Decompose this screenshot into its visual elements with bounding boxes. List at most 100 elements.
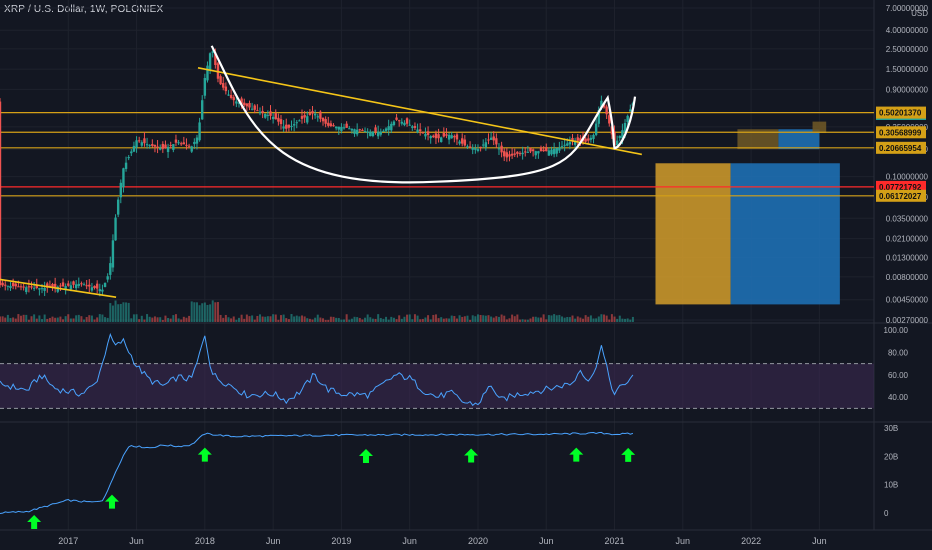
volume-bar [466,315,469,322]
volume-bar [172,315,175,322]
candle-body [418,129,422,132]
candle-body [116,199,120,215]
candle-body [482,144,485,146]
candle-body [471,147,474,150]
price-label: 0.30568999 [879,128,922,137]
volume-bar [269,316,272,322]
volume-bars [0,300,634,322]
volume-bar [211,300,214,322]
volume-bar [539,317,542,322]
volume-bar [621,318,624,322]
volume-bar [411,319,414,322]
volume-bar [164,315,167,322]
candle-body [148,145,151,147]
volume-bar [385,316,388,322]
volume-bar [574,318,577,322]
volume-bar [43,314,46,322]
projection-box [655,163,731,305]
volume-bar [395,319,398,322]
volume-bar [595,318,598,322]
time-tick-label: 2018 [195,536,215,546]
volume-bar [177,318,180,322]
volume-bar [104,317,107,322]
volume-bar [80,316,83,322]
rsi-tick-label: 60.00 [888,371,909,380]
candle-body [400,121,404,124]
price-tick-label: 2.50000000 [886,45,929,54]
volume-bar [280,315,283,322]
candle-body [61,282,65,287]
volume-bar [419,319,422,322]
candle-body [177,142,180,144]
candle-body [106,276,109,280]
candle-body [474,148,477,150]
candle-body [103,282,107,287]
volume-bar [190,301,193,322]
candle-body [161,143,165,149]
volume-bar [603,314,606,322]
volume-bar [340,319,343,322]
candle-body [114,217,117,241]
volume-bar [442,318,445,322]
candle-body [51,283,54,288]
candle-body [85,285,88,287]
candle-body [93,285,96,289]
volume-bar [479,314,482,322]
volume-bar [248,316,251,322]
candle-body [295,122,298,124]
candle-body [169,144,172,146]
volume-bar [69,318,72,322]
volume-bar [51,316,54,322]
volume-bar [130,318,133,322]
candle-body [539,147,543,152]
volume-bar [555,315,558,322]
price-tick-label: 0.01300000 [886,254,929,263]
price-tick-label: 0.02100000 [886,235,929,244]
volume-bar [500,314,503,322]
candle-body [382,130,385,132]
candle-body [198,122,201,141]
price-label: 0.50201370 [879,109,922,118]
price-tick-label: 7.00000000 [886,4,929,13]
candle-body [253,105,256,110]
candle-body [14,283,17,287]
volume-bar [371,318,374,322]
volume-bar [526,319,529,322]
volume-bar [17,314,20,322]
volume-bar [227,317,230,322]
candle-body [1,282,4,286]
candle-body [479,146,482,148]
rsi-tick-label: 40.00 [888,393,909,402]
time-tick-label: Jun [266,536,281,546]
obv-tick-label: 30B [884,424,898,433]
volume-bar [513,316,516,322]
volume-bar [214,302,217,322]
volume-bar [492,317,495,322]
candle-body [629,109,632,112]
candle-body [492,136,495,141]
candle-body [521,152,524,155]
price-tick-label: 1.50000000 [886,65,929,74]
volume-bar [358,317,361,322]
volume-bar [532,316,535,322]
price-label: 0.06172027 [879,192,922,201]
volume-bar [582,318,585,322]
volume-bar [198,305,201,322]
volume-bar [264,316,267,322]
obv-tick-label: 20B [884,452,898,461]
volume-bar [597,316,600,322]
obv-tick-label: 10B [884,481,898,490]
candle-body [279,119,283,125]
volume-bar [534,316,537,322]
candle-body [348,128,351,130]
candle-body [405,118,409,124]
volume-bar [322,318,325,322]
volume-bar [377,314,380,322]
candle-body [124,162,128,169]
candle-body [447,134,451,140]
volume-bar [529,318,532,322]
candle-body [600,100,603,108]
candle-body [371,131,375,137]
up-arrow-icon [569,447,584,462]
